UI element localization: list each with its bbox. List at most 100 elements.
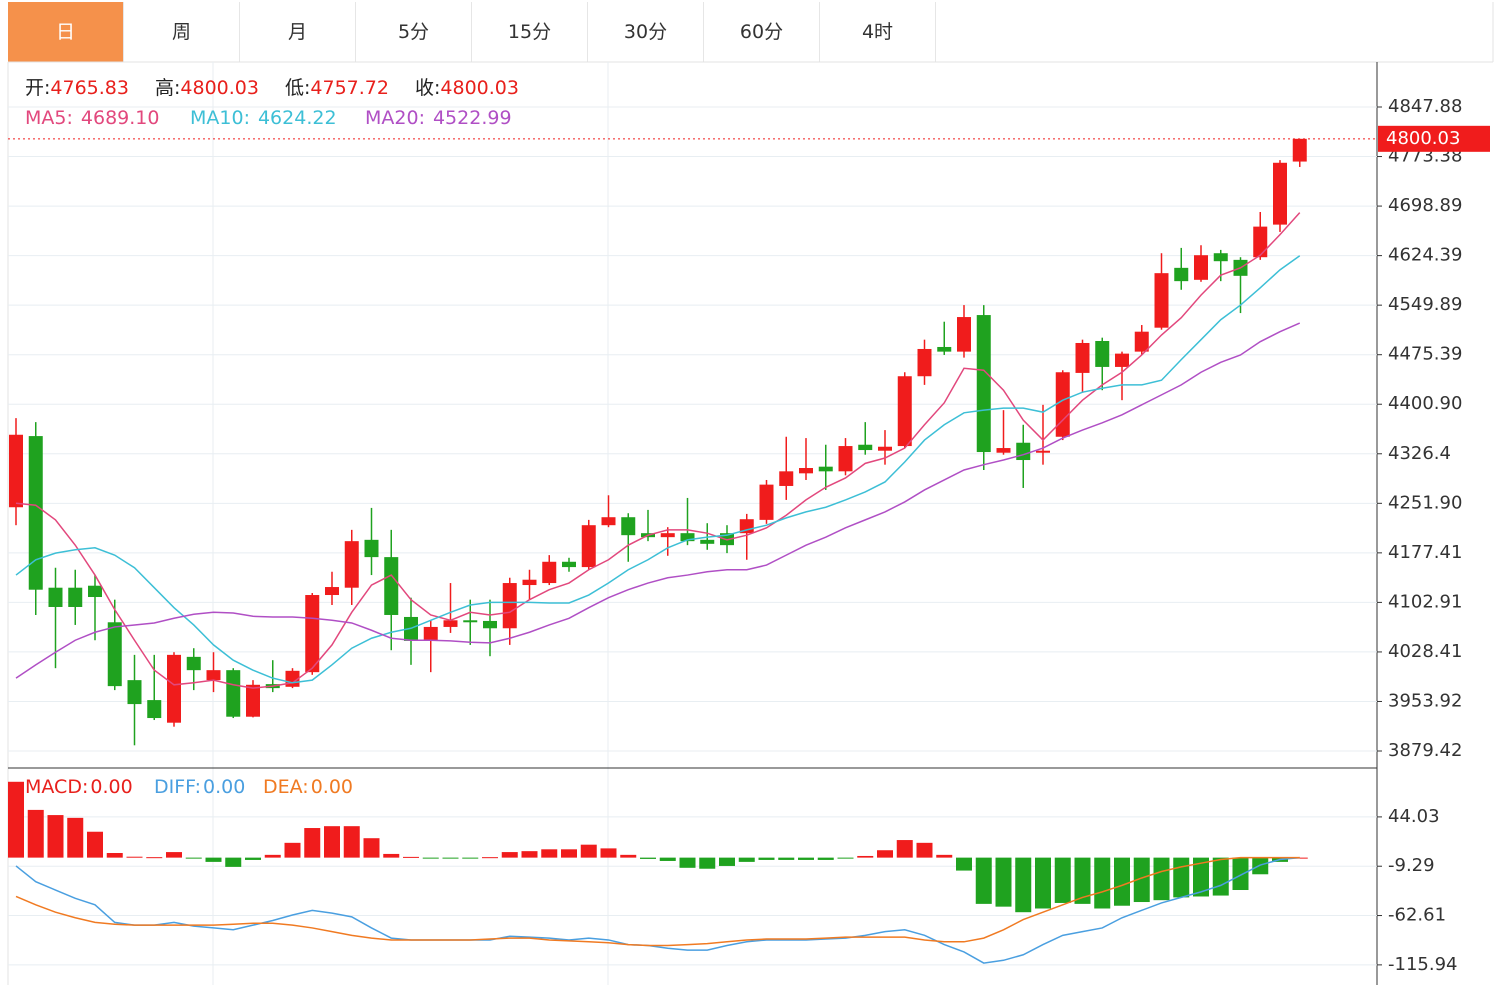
- tab[interactable]: 月: [240, 2, 356, 62]
- candle-body: [858, 444, 873, 451]
- macd-bar: [699, 857, 716, 869]
- candle-body: [28, 436, 43, 590]
- macd-bar: [1232, 857, 1249, 891]
- macd-bar: [1193, 857, 1209, 897]
- price-tag-label: 4800.03: [1386, 128, 1460, 149]
- legend-item: MA10: 4624.22: [190, 107, 337, 129]
- candle-body: [818, 466, 833, 472]
- tab[interactable]: 周: [124, 2, 240, 62]
- ohlc-label: 高:: [155, 77, 180, 99]
- macd-bar: [324, 826, 340, 858]
- macd-bar: [956, 857, 972, 871]
- macd-bar: [640, 857, 656, 859]
- macd-bar: [837, 857, 854, 859]
- candle-body: [325, 587, 339, 596]
- candle-body: [878, 446, 892, 451]
- macd-bar: [482, 857, 498, 859]
- macd-bar: [975, 857, 992, 904]
- legend-value: 4624.22: [258, 107, 337, 129]
- candle-body: [779, 471, 794, 486]
- candle-body: [226, 670, 241, 717]
- tab[interactable]: 日: [8, 2, 124, 62]
- y-tick-label: 3879.42: [1388, 740, 1462, 761]
- legend-value: 0.00: [311, 776, 353, 798]
- macd-bar: [798, 857, 814, 860]
- macd-bar: [383, 853, 400, 858]
- macd-line: [15, 856, 1300, 947]
- y-tick-label: 4326.4: [1388, 443, 1451, 464]
- ohlc-value: 4765.83: [50, 77, 129, 99]
- macd-bar: [185, 857, 202, 859]
- candle-body: [167, 654, 181, 723]
- ohlc-value: 4757.72: [310, 77, 389, 99]
- macd-bar: [936, 854, 953, 858]
- candle-body: [364, 539, 379, 558]
- macd-bar: [87, 831, 103, 858]
- tab[interactable]: 4时: [820, 2, 936, 62]
- tab[interactable]: 5分: [356, 2, 472, 62]
- macd-bar: [600, 848, 617, 858]
- candle-body: [680, 533, 695, 542]
- macd-bar: [1133, 857, 1150, 903]
- candle-body: [700, 539, 715, 544]
- ohlc-label: 低:: [285, 77, 310, 99]
- macd-bar: [896, 840, 913, 858]
- macd-bar: [1173, 857, 1190, 898]
- candle-body: [206, 670, 221, 681]
- ma-line: [15, 212, 1301, 689]
- macd-bar: [1114, 857, 1130, 906]
- candle-body: [917, 348, 932, 377]
- candle-body: [147, 700, 162, 719]
- candle-body: [1095, 340, 1110, 367]
- tab[interactable]: 60分: [704, 2, 820, 62]
- tab[interactable]: 15分: [472, 2, 588, 62]
- macd-bar: [758, 857, 775, 860]
- macd-line: [15, 856, 1300, 964]
- legend-item: MA5: 4689.10: [25, 107, 159, 129]
- candle-body: [344, 541, 359, 588]
- y-tick-label: 4251.90: [1388, 492, 1462, 513]
- candle-body: [1213, 253, 1228, 262]
- macd-bar: [1252, 857, 1269, 875]
- candle-body: [897, 376, 912, 447]
- candle-body: [463, 620, 478, 623]
- candle-body: [660, 533, 675, 538]
- macd-bar: [363, 838, 380, 858]
- ohlc-value: 4800.03: [440, 77, 519, 99]
- macd-bar: [422, 857, 439, 859]
- candle-body: [68, 587, 83, 607]
- candle-body: [246, 684, 260, 717]
- candle-body: [542, 561, 557, 584]
- ma-line: [15, 255, 1301, 684]
- candle-body: [1036, 450, 1050, 453]
- y-tick-label: 44.03: [1388, 806, 1440, 827]
- y-tick-label: 4847.88: [1388, 96, 1462, 117]
- y-tick-label: -9.29: [1388, 855, 1435, 876]
- candle-body: [601, 517, 616, 526]
- y-tick-label: 4102.91: [1388, 591, 1462, 612]
- y-tick-label: 4475.39: [1388, 344, 1462, 365]
- macd-bar: [778, 857, 795, 860]
- candle-body: [1154, 273, 1169, 328]
- candle-body: [976, 315, 991, 453]
- macd-bar: [205, 857, 222, 862]
- macd-bar: [1153, 857, 1170, 901]
- macd-bar: [877, 850, 893, 858]
- y-tick-label: 4400.90: [1388, 393, 1462, 414]
- legend-value: 0.00: [203, 776, 245, 798]
- candle-body: [88, 585, 102, 598]
- ohlc-label: 开:: [25, 77, 50, 99]
- macd-bar: [679, 857, 696, 868]
- candle-body: [1174, 267, 1189, 282]
- candle-body: [621, 517, 636, 536]
- candle-body: [423, 626, 438, 641]
- legend-value: 4689.10: [81, 107, 160, 129]
- macd-bar: [27, 809, 44, 858]
- legend-item: MA20: 4522.99: [365, 107, 512, 129]
- candle-body: [1115, 353, 1129, 367]
- ohlc-label: 收:: [415, 77, 440, 99]
- candle-body: [1134, 331, 1149, 352]
- macd-bar: [47, 815, 64, 858]
- tab[interactable]: 30分: [588, 2, 704, 62]
